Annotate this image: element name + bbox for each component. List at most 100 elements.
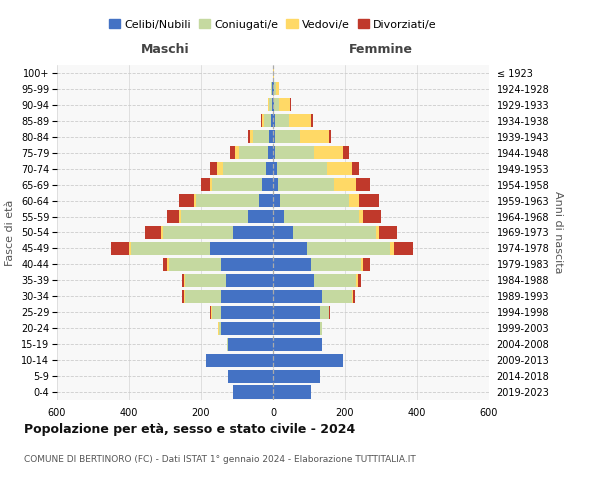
Bar — [219, 322, 221, 335]
Bar — [273, 210, 284, 223]
Text: Maschi: Maschi — [140, 43, 190, 56]
Bar — [206, 354, 273, 366]
Bar — [359, 210, 363, 223]
Bar — [268, 146, 273, 160]
Bar — [211, 306, 212, 319]
Bar — [356, 178, 370, 191]
Bar — [363, 210, 381, 223]
Bar — [262, 178, 273, 191]
Bar — [223, 162, 266, 175]
Y-axis label: Fasce di età: Fasce di età — [5, 200, 16, 266]
Bar — [239, 146, 268, 160]
Bar — [169, 258, 221, 271]
Bar — [353, 290, 355, 303]
Bar — [275, 146, 314, 160]
Bar — [280, 98, 290, 112]
Bar — [210, 178, 212, 191]
Bar — [184, 290, 185, 303]
Bar — [248, 210, 273, 223]
Bar — [227, 338, 228, 350]
Bar — [185, 274, 226, 287]
Bar — [311, 258, 361, 271]
Bar — [179, 194, 194, 207]
Bar — [273, 322, 320, 335]
Bar — [273, 306, 320, 319]
Bar — [352, 290, 353, 303]
Bar — [358, 274, 361, 287]
Bar — [275, 130, 300, 143]
Bar — [167, 258, 169, 271]
Bar — [274, 82, 275, 96]
Bar — [221, 290, 273, 303]
Bar — [277, 162, 327, 175]
Bar — [272, 98, 273, 112]
Bar — [273, 66, 274, 80]
Bar — [185, 290, 221, 303]
Bar — [271, 82, 272, 96]
Bar — [163, 226, 233, 239]
Bar — [218, 322, 219, 335]
Bar — [179, 210, 181, 223]
Bar — [390, 242, 394, 255]
Bar — [290, 98, 291, 112]
Bar — [161, 226, 163, 239]
Bar — [280, 194, 349, 207]
Bar — [266, 162, 273, 175]
Bar — [212, 306, 221, 319]
Bar — [273, 370, 320, 382]
Bar — [226, 274, 273, 287]
Bar — [273, 258, 311, 271]
Bar — [221, 258, 273, 271]
Bar — [182, 290, 184, 303]
Bar — [163, 258, 167, 271]
Bar — [233, 386, 273, 398]
Bar — [250, 130, 253, 143]
Bar — [343, 146, 349, 160]
Bar — [194, 194, 196, 207]
Bar — [394, 242, 413, 255]
Bar — [289, 114, 311, 128]
Bar — [268, 98, 269, 112]
Bar — [228, 370, 273, 382]
Bar — [273, 242, 307, 255]
Bar — [376, 226, 379, 239]
Bar — [167, 210, 179, 223]
Bar — [196, 194, 259, 207]
Text: Femmine: Femmine — [349, 43, 413, 56]
Bar — [248, 130, 250, 143]
Bar — [273, 162, 277, 175]
Bar — [273, 386, 311, 398]
Bar — [320, 306, 329, 319]
Bar — [273, 130, 275, 143]
Bar — [314, 146, 343, 160]
Bar — [210, 162, 217, 175]
Bar — [273, 274, 314, 287]
Bar — [349, 194, 359, 207]
Bar — [111, 242, 129, 255]
Bar — [273, 82, 274, 96]
Bar — [293, 226, 376, 239]
Bar — [129, 242, 131, 255]
Bar — [327, 162, 352, 175]
Legend: Celibi/Nubili, Coniugati/e, Vedovi/e, Divorziati/e: Celibi/Nubili, Coniugati/e, Vedovi/e, Di… — [107, 17, 439, 32]
Bar — [275, 82, 279, 96]
Bar — [379, 226, 397, 239]
Bar — [278, 178, 334, 191]
Bar — [334, 178, 356, 191]
Bar — [363, 258, 370, 271]
Bar — [253, 130, 269, 143]
Bar — [275, 114, 289, 128]
Bar — [356, 274, 358, 287]
Y-axis label: Anni di nascita: Anni di nascita — [553, 191, 563, 274]
Text: COMUNE DI BERTINORO (FC) - Dati ISTAT 1° gennaio 2024 - Elaborazione TUTTITALIA.: COMUNE DI BERTINORO (FC) - Dati ISTAT 1°… — [24, 455, 416, 464]
Bar — [322, 290, 352, 303]
Bar — [273, 146, 275, 160]
Bar — [212, 178, 262, 191]
Bar — [259, 194, 273, 207]
Bar — [320, 322, 322, 335]
Bar — [361, 258, 363, 271]
Bar — [184, 274, 185, 287]
Bar — [221, 306, 273, 319]
Bar — [131, 242, 210, 255]
Bar — [269, 98, 272, 112]
